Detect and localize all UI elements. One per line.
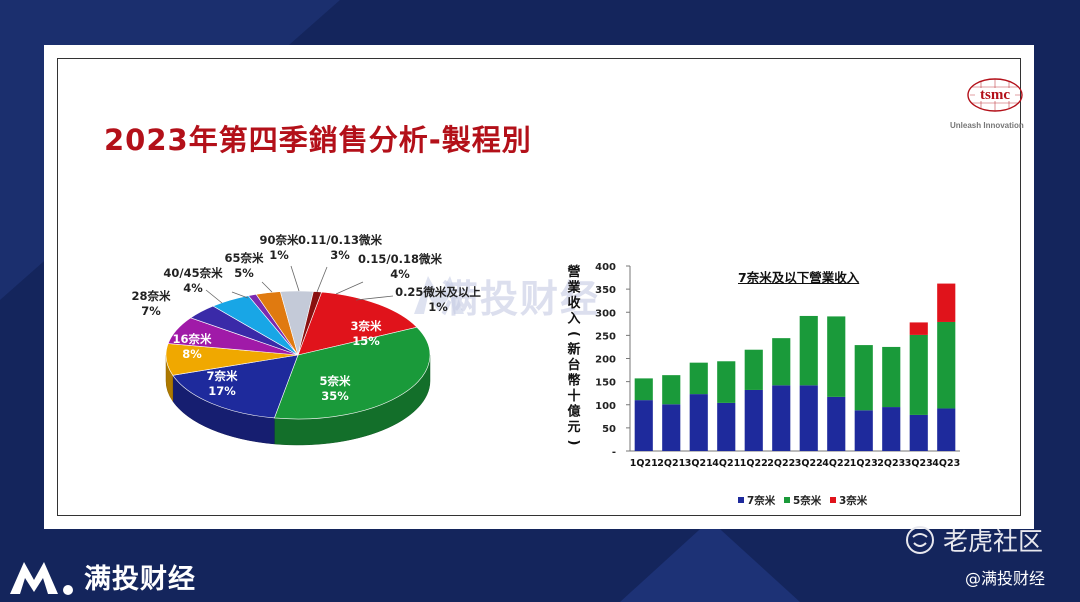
brand: 满投财经 [8,556,196,596]
watermark-logo-icon [414,276,464,314]
slide-title: 2023年第四季銷售分析-製程別 [104,123,532,157]
author-handle: @满投财经 [965,569,1046,588]
tsmc-logo: tsmc [967,78,1023,112]
logo-wordmark: tsmc [980,87,1010,103]
background-shape [620,520,800,602]
bar-chart-title: 7奈米及以下營業收入 [738,270,860,285]
watermark-text: 满投财经 [440,277,601,321]
community-label: 老虎社区 [943,527,1044,556]
tagline: Unleash Innovation [950,121,1024,130]
slide: 2023年第四季銷售分析-製程別 tsmc Unleash Innovation… [44,45,1034,529]
brand-name: 满投财经 [84,563,196,595]
tiger-community-icon [906,526,934,554]
community-badge: 老虎社区 [905,522,1043,558]
brand-logo-icon [10,562,73,595]
